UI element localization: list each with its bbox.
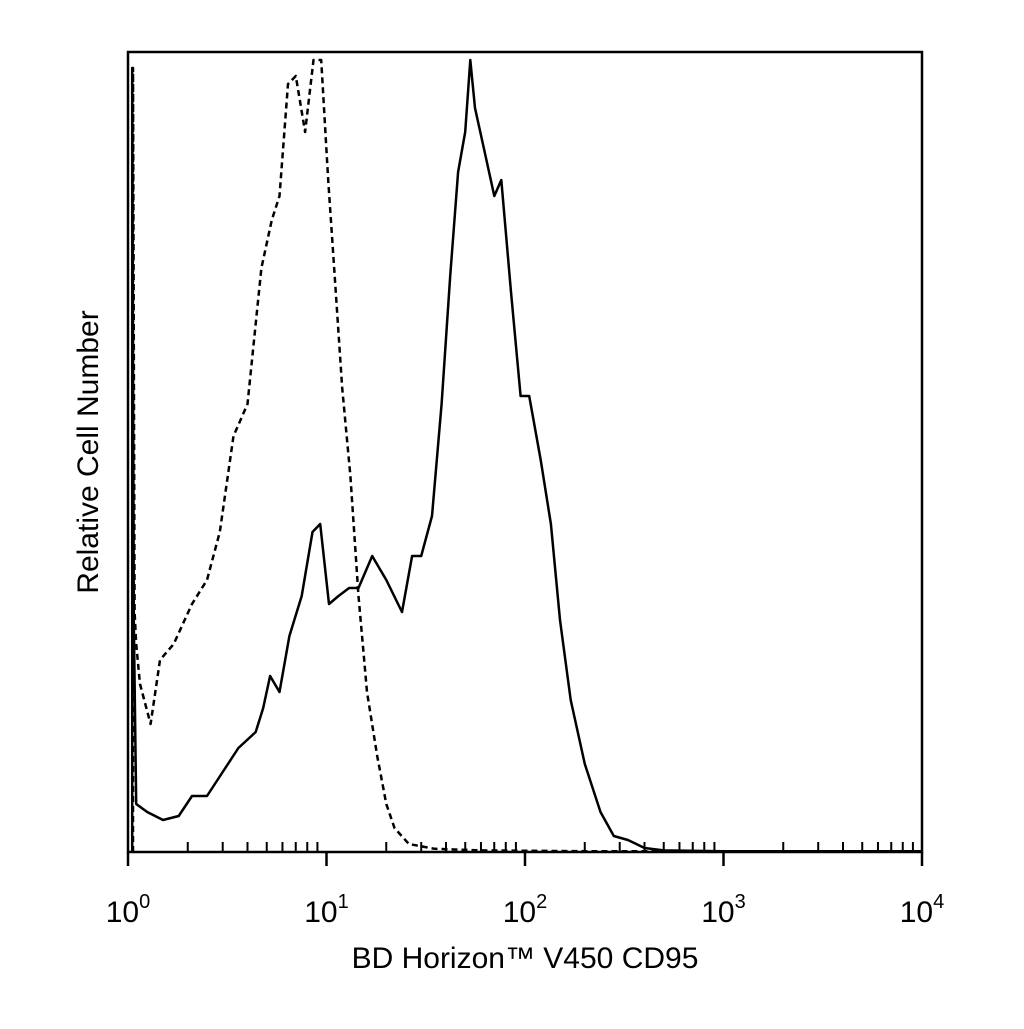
- tick-exponent: 0: [139, 891, 150, 913]
- dashed-series-line: [131, 58, 922, 853]
- x-tick-labels: 100 101 102 103 104: [106, 891, 945, 929]
- x-axis-title: BD Horizon™ V450 CD95: [352, 942, 699, 975]
- tick-base: 10: [106, 896, 139, 929]
- tick-base: 10: [900, 896, 933, 929]
- tick-base: 10: [503, 896, 536, 929]
- x-tick-label: 104: [900, 891, 945, 929]
- solid-series-line: [130, 58, 922, 853]
- y-axis-title: Relative Cell Number: [72, 310, 105, 593]
- tick-exponent: 2: [536, 891, 547, 913]
- tick-base: 10: [304, 896, 337, 929]
- tick-exponent: 1: [338, 891, 349, 913]
- x-tick-label: 101: [304, 891, 349, 929]
- x-tick-label: 102: [503, 891, 548, 929]
- plot-frame: [126, 50, 924, 854]
- series-layer: [130, 58, 922, 853]
- x-tick-label: 100: [106, 891, 151, 929]
- x-tick-label: 103: [701, 891, 746, 929]
- tick-exponent: 4: [933, 891, 944, 913]
- tick-exponent: 3: [735, 891, 746, 913]
- x-major-ticks: [126, 852, 924, 866]
- tick-base: 10: [701, 896, 734, 929]
